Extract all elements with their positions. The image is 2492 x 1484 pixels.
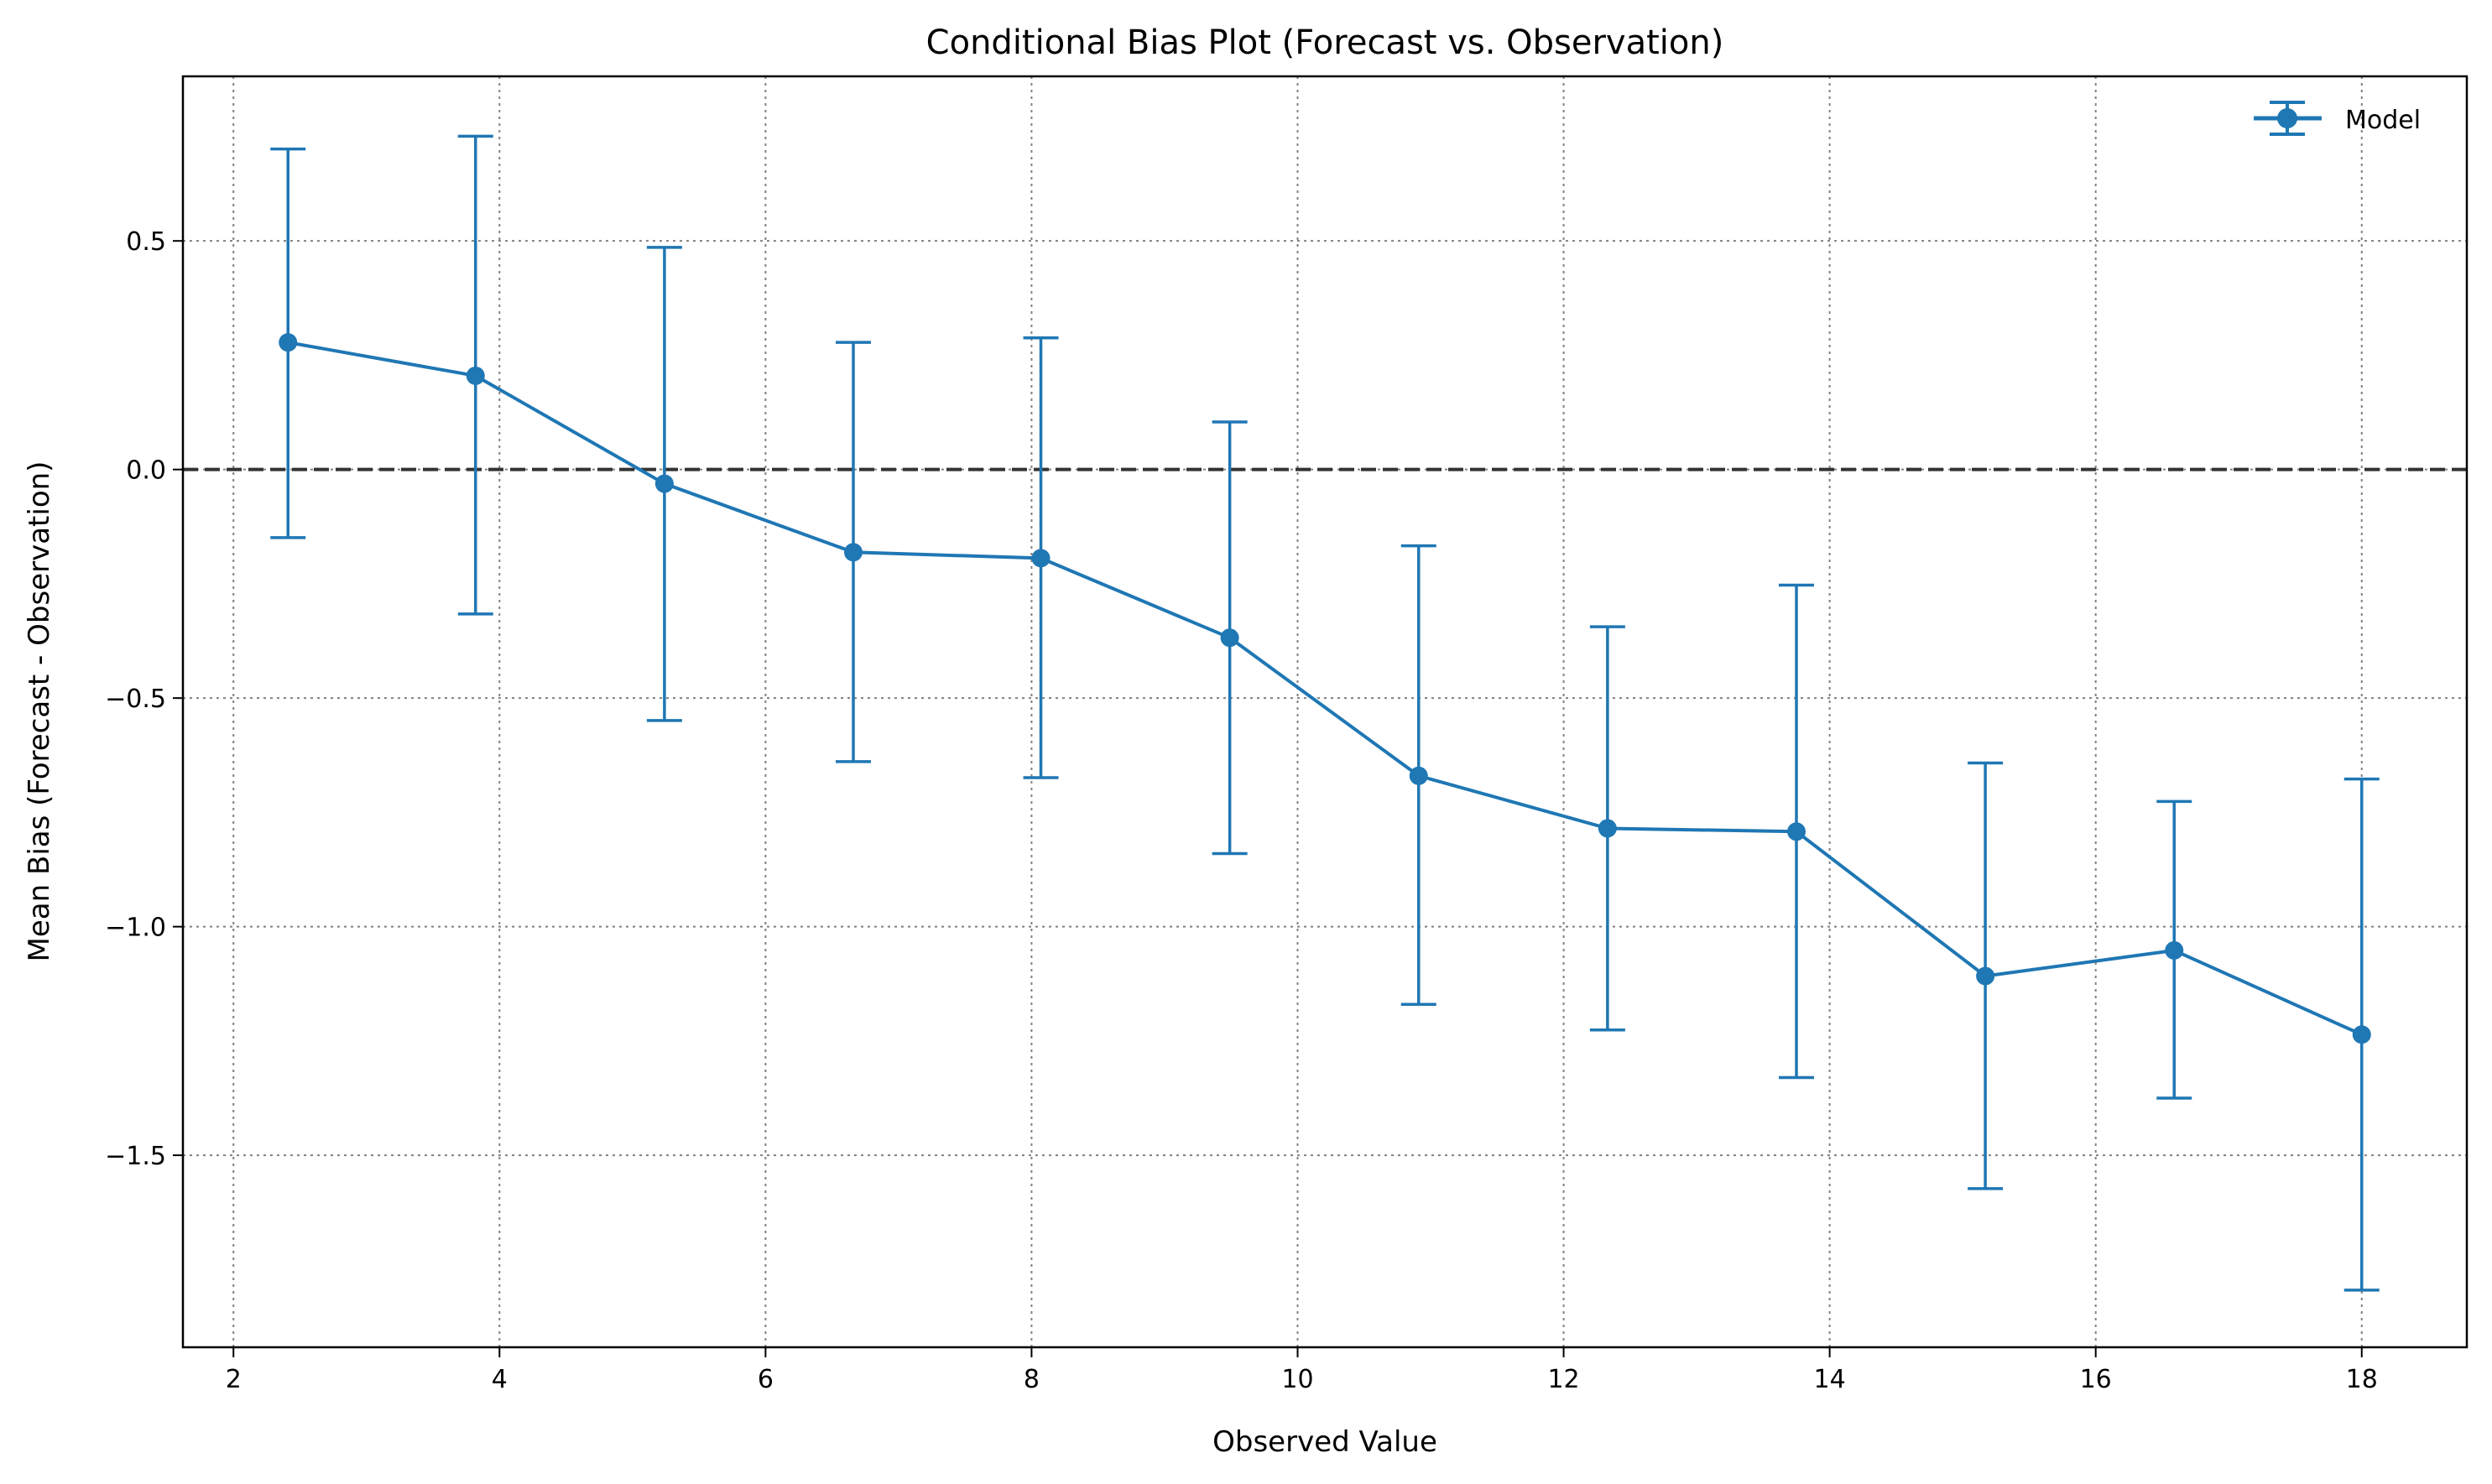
y-tick-label: −1.5 [105,1142,166,1171]
data-point [1409,766,1428,785]
error-bars [270,134,2380,1292]
data-point [844,543,863,562]
x-tick-label: 4 [492,1365,508,1394]
x-tick-label: 8 [1024,1365,1040,1394]
grid [183,76,2467,1347]
y-tick-label: 0.0 [126,456,166,486]
y-axis-label: Mean Bias (Forecast - Observation) [23,461,56,962]
legend[interactable]: Model [2254,101,2421,136]
x-tick-label: 10 [1281,1365,1313,1394]
data-point [1031,549,1050,568]
legend-label-model: Model [2345,106,2421,135]
data-points [279,333,2371,1044]
data-point [1598,819,1617,838]
x-tick-label: 6 [758,1365,774,1394]
series-line-model [287,341,2363,1037]
legend-marker-icon [2254,101,2322,136]
data-point [1786,822,1806,841]
y-tick-label: −1.0 [105,914,166,943]
data-point [1976,966,1995,986]
x-tick-label: 16 [2080,1365,2112,1394]
data-point [1220,628,1239,648]
axes-frame [181,75,2469,1349]
x-axis-ticks: 2 4 6 8 10 12 14 16 18 [226,1347,2378,1394]
data-point [2165,940,2184,960]
y-tick-label: 0.5 [126,227,166,257]
x-tick-label: 14 [1814,1365,1846,1394]
x-axis-label: Observed Value [1212,1425,1437,1459]
data-point [2352,1025,2371,1044]
x-tick-label: 12 [1547,1365,1579,1394]
x-tick-label: 18 [2346,1365,2378,1394]
chart-title: Conditional Bias Plot (Forecast vs. Obse… [926,23,1724,62]
data-point [466,366,485,385]
y-tick-label: −0.5 [105,685,166,714]
y-axis-ticks: 0.5 0.0 −0.5 −1.0 −1.5 [105,227,183,1171]
x-tick-label: 2 [226,1365,242,1394]
data-point [654,474,674,493]
data-point [279,333,298,352]
